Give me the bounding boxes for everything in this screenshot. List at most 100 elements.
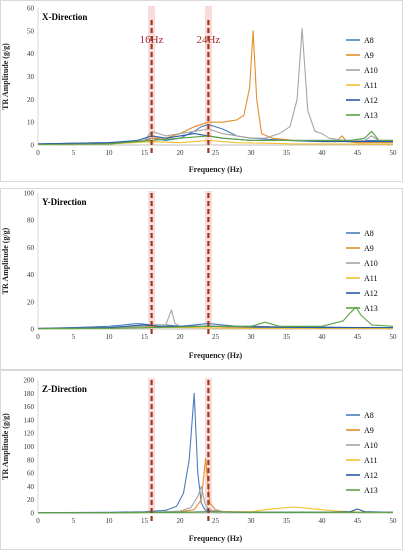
y-tick-label: 160 <box>24 403 35 411</box>
y-tick-label: 0 <box>31 326 35 334</box>
y-tick-label: 40 <box>27 483 35 491</box>
y-axis-label: TR Amplitude (g/g) <box>1 227 10 294</box>
x-axis-label: Frequency (Hz) <box>189 534 243 543</box>
legend-label: A9 <box>364 244 374 253</box>
marker-band <box>204 6 212 145</box>
x-tick-label: 15 <box>141 517 149 525</box>
y-tick-label: 0 <box>31 510 35 518</box>
y-tick-label: 100 <box>24 443 35 451</box>
y-axis-label: TR Amplitude (g/g) <box>1 413 10 480</box>
x-tick-label: 35 <box>283 333 291 341</box>
panel-title: Y-Direction <box>42 197 87 207</box>
legend-label: A12 <box>364 96 378 105</box>
legend-label: A13 <box>364 111 378 120</box>
x-tick-label: 10 <box>106 149 114 157</box>
x-tick-label: 50 <box>390 333 398 341</box>
legend-label: A8 <box>364 36 374 45</box>
panel-1: 0 5 10 15 20 25 30 35 40 45 50 0 10 20 30 40 50 60 Frequen… <box>0 0 403 182</box>
x-tick-label: 25 <box>212 517 220 525</box>
x-tick-label: 25 <box>212 333 220 341</box>
panel-frame <box>0 0 403 182</box>
y-tick-label: 40 <box>27 271 35 279</box>
x-axis-label: Frequency (Hz) <box>189 165 243 174</box>
x-tick-label: 30 <box>248 333 256 341</box>
legend-label: A12 <box>364 471 378 480</box>
series-line-a13 <box>37 130 393 146</box>
x-tick-label: 5 <box>72 149 76 157</box>
x-tick-label: 5 <box>72 517 76 525</box>
y-tick-label: 140 <box>24 416 35 424</box>
x-tick-label: 15 <box>141 149 149 157</box>
legend-label: A10 <box>364 441 378 450</box>
y-tick-label: 100 <box>24 190 35 198</box>
legend-label: A8 <box>364 411 374 420</box>
y-tick-label: 120 <box>24 430 35 438</box>
x-tick-label: 30 <box>248 149 256 157</box>
x-tick-label: 20 <box>177 333 185 341</box>
legend-label: A13 <box>364 486 378 495</box>
legend-label: A10 <box>364 66 378 75</box>
x-tick-label: 35 <box>283 149 291 157</box>
legend-label: A10 <box>364 259 378 268</box>
y-tick-label: 20 <box>27 496 35 504</box>
y-tick-label: 80 <box>27 456 35 464</box>
y-axis-label: TR Amplitude (g/g) <box>1 43 10 110</box>
x-tick-label: 50 <box>390 517 398 525</box>
x-tick-label: 50 <box>390 149 398 157</box>
panel-title: X-Direction <box>42 12 87 22</box>
x-tick-label: 45 <box>354 333 362 341</box>
x-tick-label: 45 <box>354 149 362 157</box>
x-tick-label: 40 <box>319 517 327 525</box>
x-tick-label: 15 <box>141 333 149 341</box>
series-line-a10 <box>37 485 393 514</box>
x-tick-label: 35 <box>283 517 291 525</box>
legend-label: A11 <box>364 456 377 465</box>
y-tick-label: 0 <box>31 142 35 150</box>
y-tick-label: 50 <box>27 27 35 35</box>
panel-2: 0 5 10 15 20 25 30 35 40 45 50 0 20 40 60 80 100 Frequenc… <box>0 188 403 370</box>
panel-3: 0 5 10 15 20 25 30 35 40 45 50 0 20 40 60 80 100 120 140 16… <box>0 370 403 550</box>
panel-frame <box>0 370 403 550</box>
y-tick-label: 40 <box>27 50 35 58</box>
x-tick-label: 20 <box>177 149 185 157</box>
x-tick-label: 40 <box>319 333 327 341</box>
legend-label: A8 <box>364 229 374 238</box>
x-tick-label: 10 <box>106 517 114 525</box>
legend-label: A11 <box>364 81 377 90</box>
x-tick-label: 0 <box>36 517 40 525</box>
y-tick-label: 60 <box>27 470 35 478</box>
x-tick-label: 40 <box>319 149 327 157</box>
legend-label: A9 <box>364 426 374 435</box>
series-line-a12 <box>37 133 393 145</box>
y-tick-label: 60 <box>27 5 35 13</box>
y-tick-label: 30 <box>27 73 35 81</box>
legend-label: A12 <box>364 289 378 298</box>
marker-label: 16Hz <box>140 34 164 46</box>
legend-label: A11 <box>364 274 377 283</box>
y-tick-label: 20 <box>27 298 35 306</box>
x-tick-label: 30 <box>248 517 256 525</box>
y-tick-label: 20 <box>27 96 35 104</box>
legend-label: A13 <box>364 304 378 313</box>
x-tick-label: 0 <box>36 149 40 157</box>
x-tick-label: 10 <box>106 333 114 341</box>
series-line-a8 <box>37 392 393 514</box>
y-tick-label: 200 <box>24 377 35 385</box>
series-line-a13 <box>37 306 394 330</box>
marker-label: 24Hz <box>196 34 220 46</box>
marker-band <box>148 6 156 145</box>
x-tick-label: 5 <box>72 333 76 341</box>
panel-frame <box>0 188 403 370</box>
legend-label: A9 <box>364 51 374 60</box>
x-tick-label: 0 <box>36 333 40 341</box>
y-tick-label: 60 <box>27 244 35 252</box>
series-line-a9 <box>37 457 393 514</box>
panel-title: Z-Direction <box>42 384 87 394</box>
x-tick-label: 20 <box>177 517 185 525</box>
y-tick-label: 80 <box>27 217 35 225</box>
series-line-a12 <box>37 324 393 330</box>
x-tick-label: 25 <box>212 149 220 157</box>
y-tick-label: 180 <box>24 390 35 398</box>
y-tick-label: 10 <box>27 119 35 127</box>
